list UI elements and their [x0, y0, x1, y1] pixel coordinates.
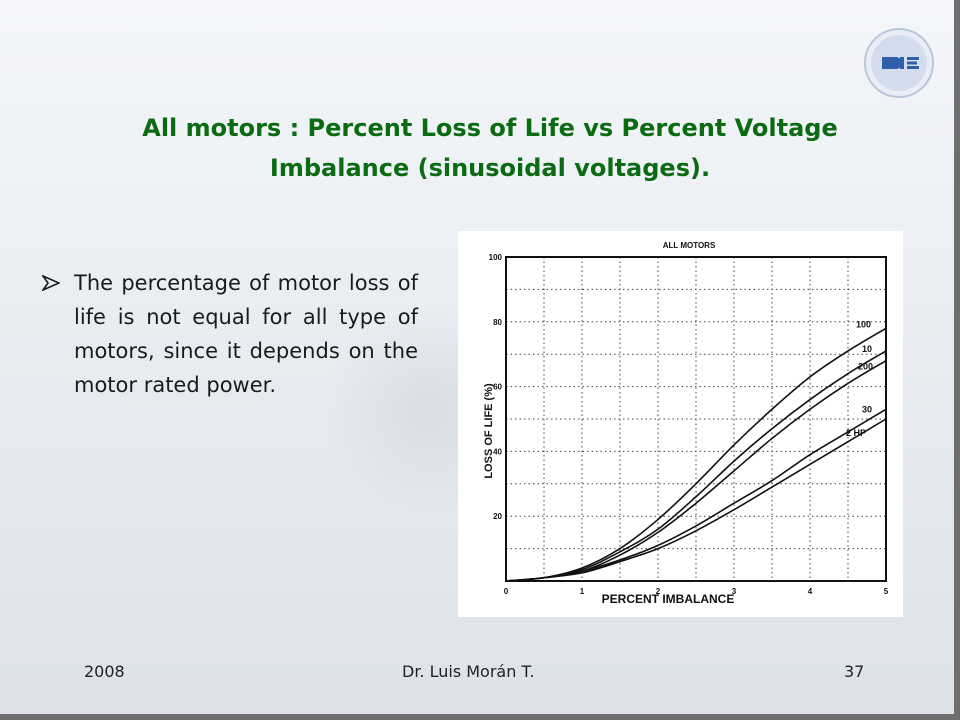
- series-label: 100: [856, 319, 871, 329]
- axis-ticks: 0 1 2 3 4 5 20 40 60 80 100: [489, 253, 889, 596]
- die-logo: [864, 28, 934, 98]
- loss-of-life-chart: ALL MOTORS PERCENT IMBALANCE LOSS OF LIF…: [483, 241, 889, 606]
- slide-title: All motors : Percent Loss of Life vs Per…: [142, 114, 838, 182]
- arrow-bullet-icon: [42, 275, 60, 291]
- series-label: 30: [862, 404, 872, 414]
- series-line: [505, 359, 887, 582]
- y-tick-label: 20: [493, 512, 502, 521]
- x-tick-label: 4: [808, 587, 813, 596]
- y-tick-label: 40: [493, 447, 502, 456]
- chart-title: ALL MOTORS: [663, 241, 716, 250]
- series-line: [505, 327, 887, 582]
- series-label: 10: [862, 344, 872, 354]
- y-axis-label: LOSS OF LIFE (%): [483, 383, 495, 479]
- chart-grid: [506, 257, 886, 581]
- chart-panel: ALL MOTORS PERCENT IMBALANCE LOSS OF LIF…: [458, 231, 903, 617]
- footer-author: Dr. Luis Morán T.: [402, 662, 535, 681]
- y-tick-label: 100: [489, 253, 503, 262]
- x-tick-label: 1: [580, 587, 585, 596]
- bullet-text: The percentage of motor loss of life is …: [74, 271, 418, 397]
- x-axis-label: PERCENT IMBALANCE: [602, 592, 735, 606]
- bullet-point: The percentage of motor loss of life is …: [42, 266, 418, 402]
- y-tick-label: 60: [493, 383, 502, 392]
- chart-series: 100 10 200 30 2 HP: [505, 319, 887, 582]
- footer-year: 2008: [84, 662, 125, 681]
- y-tick-label: 80: [493, 318, 502, 327]
- x-tick-label: 5: [884, 587, 889, 596]
- x-tick-label: 2: [656, 587, 661, 596]
- x-tick-label: 0: [504, 587, 509, 596]
- series-label: 2 HP: [846, 428, 866, 438]
- series-label: 200: [858, 362, 873, 372]
- x-tick-label: 3: [732, 587, 737, 596]
- footer-page-number: 37: [844, 662, 865, 681]
- series-line: [505, 418, 887, 582]
- series-line: [505, 408, 887, 582]
